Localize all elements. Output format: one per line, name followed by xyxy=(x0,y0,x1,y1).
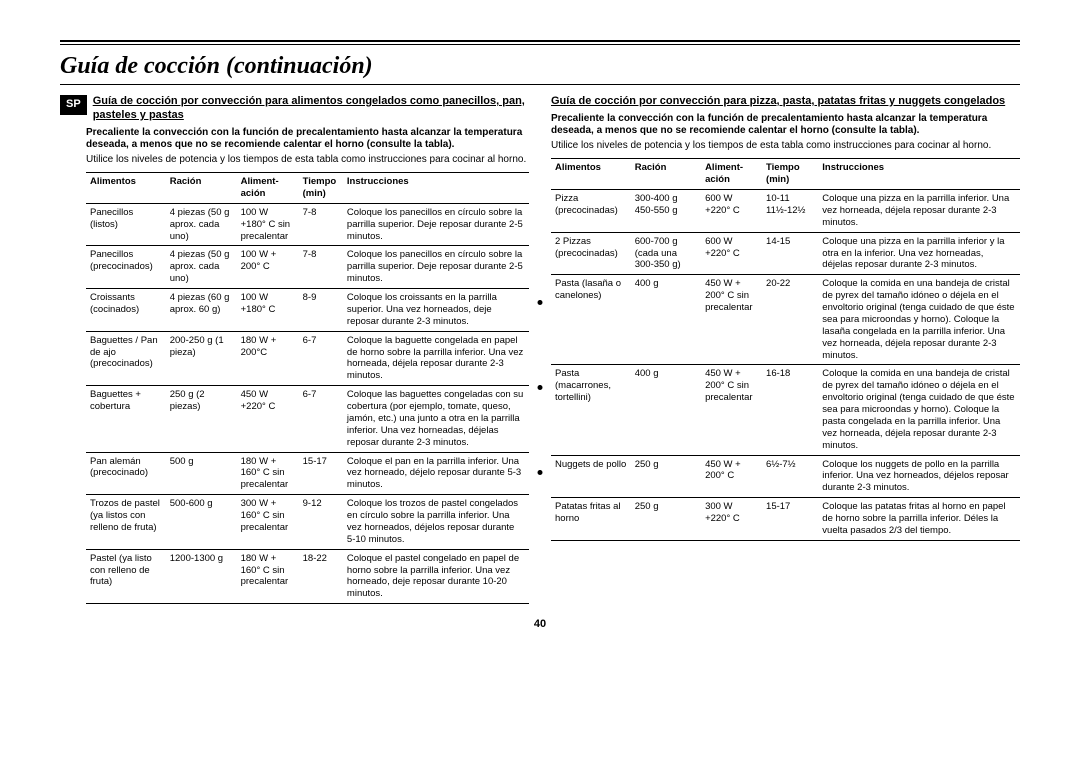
table-cell: Pizza (precocinadas) xyxy=(551,190,631,233)
table-cell: Pasta (macarrones, tortellini) xyxy=(551,365,631,455)
table-cell: 100 W + 200° C xyxy=(237,246,299,289)
table-cell: 2 Pizzas (precocinadas) xyxy=(551,232,631,275)
table-cell: 500-600 g xyxy=(166,495,237,550)
table-cell: Coloque la comida en una bandeja de cris… xyxy=(818,275,1020,365)
left-intro: Utilice los niveles de potencia y los ti… xyxy=(86,154,529,167)
table-cell: Coloque los croissants en la parrilla su… xyxy=(343,289,529,332)
table-cell: Coloque los panecillos en círculo sobre … xyxy=(343,246,529,289)
table-cell: 300-400 g 450-550 g xyxy=(631,190,701,233)
table-cell: 4 piezas (50 g aprox. cada uno) xyxy=(166,203,237,246)
table-cell: 450 W + 200° C sin precalentar xyxy=(701,365,762,455)
table-cell: 4 piezas (60 g aprox. 60 g) xyxy=(166,289,237,332)
table-cell: 16-18 xyxy=(762,365,818,455)
table-cell: 6½-7½ xyxy=(762,455,818,498)
right-intro-bold: Precaliente la convección con la función… xyxy=(551,113,1020,138)
table-cell: 4 piezas (50 g aprox. cada uno) xyxy=(166,246,237,289)
table-cell: 6-7 xyxy=(299,386,343,452)
table-cell: 20-22 xyxy=(762,275,818,365)
table-cell: 1200-1300 g xyxy=(166,549,237,604)
table-cell: 15-17 xyxy=(299,452,343,495)
table-cell: 600 W +220° C xyxy=(701,190,762,233)
table-cell: Pan alemán (precocinado) xyxy=(86,452,166,495)
table-cell: Patatas fritas al horno xyxy=(551,498,631,541)
th: Tiempo (min) xyxy=(762,159,818,190)
table-cell: Coloque los trozos de pastel congelados … xyxy=(343,495,529,550)
th: Aliment-ación xyxy=(701,159,762,190)
table-cell: 180 W + 200°C xyxy=(237,331,299,386)
table-cell: Coloque los panecillos en círculo sobre … xyxy=(343,203,529,246)
table-cell: Nuggets de pollo xyxy=(551,455,631,498)
table-cell: Coloque los nuggets de pollo en la parri… xyxy=(818,455,1020,498)
left-heading: Guía de cocción por convección para alim… xyxy=(93,95,529,123)
th: Tiempo (min) xyxy=(299,173,343,204)
table-cell: Baguettes + cobertura xyxy=(86,386,166,452)
table-cell: Croissants (cocinados) xyxy=(86,289,166,332)
left-intro-bold: Precaliente la convección con la función… xyxy=(86,127,529,152)
page-title: Guía de cocción (continuación) xyxy=(60,53,1020,80)
table-cell: Coloque las baguettes congeladas con su … xyxy=(343,386,529,452)
table-cell: 600 W +220° C xyxy=(701,232,762,275)
right-column: Guía de cocción por convección para pizz… xyxy=(551,95,1020,604)
table-cell: Trozos de pastel (ya listos con relleno … xyxy=(86,495,166,550)
table-cell: 8-9 xyxy=(299,289,343,332)
table-cell: Coloque una pizza en la parrilla inferio… xyxy=(818,190,1020,233)
th: Instrucciones xyxy=(818,159,1020,190)
table-cell: 100 W +180° C xyxy=(237,289,299,332)
table-cell: Pastel (ya listo con relleno de fruta) xyxy=(86,549,166,604)
table-cell: Coloque el pastel congelado en papel de … xyxy=(343,549,529,604)
table-cell: 7-8 xyxy=(299,203,343,246)
table-cell: 450 W +220° C xyxy=(237,386,299,452)
table-cell: Panecillos (listos) xyxy=(86,203,166,246)
table-cell: 400 g xyxy=(631,365,701,455)
right-intro: Utilice los niveles de potencia y los ti… xyxy=(551,140,1020,153)
table-cell: 450 W + 200° C xyxy=(701,455,762,498)
th: Ración xyxy=(631,159,701,190)
table-cell: Panecillos (precocinados) xyxy=(86,246,166,289)
table-cell: 200-250 g (1 pieza) xyxy=(166,331,237,386)
binding-dots xyxy=(538,300,543,475)
table-cell: 14-15 xyxy=(762,232,818,275)
table-cell: 450 W + 200° C sin precalentar xyxy=(701,275,762,365)
horizontal-rule-bottom xyxy=(60,84,1020,85)
table-cell: Coloque una pizza en la parrilla inferio… xyxy=(818,232,1020,275)
page-number: 40 xyxy=(60,618,1020,630)
table-cell: 250 g (2 piezas) xyxy=(166,386,237,452)
table-cell: 100 W +180° C sin precalentar xyxy=(237,203,299,246)
table-cell: 400 g xyxy=(631,275,701,365)
table-cell: Coloque la baguette congelada en papel d… xyxy=(343,331,529,386)
th: Alimentos xyxy=(86,173,166,204)
table-cell: 6-7 xyxy=(299,331,343,386)
right-heading: Guía de cocción por convección para pizz… xyxy=(551,95,1020,109)
table-cell: 600-700 g (cada una 300-350 g) xyxy=(631,232,701,275)
left-table: Alimentos Ración Aliment-ación Tiempo (m… xyxy=(86,172,529,604)
table-cell: 7-8 xyxy=(299,246,343,289)
table-cell: Coloque las patatas fritas al horno en p… xyxy=(818,498,1020,541)
table-cell: 15-17 xyxy=(762,498,818,541)
table-cell: Baguettes / Pan de ajo (precocinados) xyxy=(86,331,166,386)
right-table: Alimentos Ración Aliment-ación Tiempo (m… xyxy=(551,158,1020,541)
table-cell: 180 W + 160° C sin precalentar xyxy=(237,549,299,604)
table-cell: 18-22 xyxy=(299,549,343,604)
table-cell: 250 g xyxy=(631,498,701,541)
th: Instrucciones xyxy=(343,173,529,204)
table-cell: Pasta (lasaña o canelones) xyxy=(551,275,631,365)
th: Aliment-ación xyxy=(237,173,299,204)
table-cell: Coloque la comida en una bandeja de cris… xyxy=(818,365,1020,455)
table-cell: 9-12 xyxy=(299,495,343,550)
table-cell: Coloque el pan en la parrilla inferior. … xyxy=(343,452,529,495)
table-cell: 500 g xyxy=(166,452,237,495)
table-cell: 250 g xyxy=(631,455,701,498)
table-cell: 300 W +220° C xyxy=(701,498,762,541)
table-cell: 10-11 11½-12½ xyxy=(762,190,818,233)
th: Ración xyxy=(166,173,237,204)
horizontal-rule-top xyxy=(60,40,1020,45)
table-cell: 180 W + 160° C sin precalentar xyxy=(237,452,299,495)
th: Alimentos xyxy=(551,159,631,190)
table-cell: 300 W + 160° C sin precalentar xyxy=(237,495,299,550)
left-column: SP Guía de cocción por convección para a… xyxy=(60,95,529,604)
sp-badge: SP xyxy=(60,95,87,115)
